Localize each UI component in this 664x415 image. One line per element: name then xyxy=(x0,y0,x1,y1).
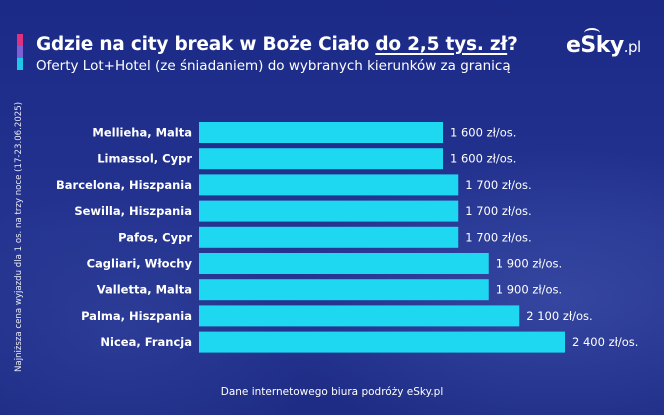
value-label-0: 1 600 zł/os. xyxy=(450,126,516,140)
accent-segment-2 xyxy=(17,46,23,58)
logo-tld: .pl xyxy=(623,38,641,56)
bar-0 xyxy=(199,122,443,143)
value-label-3: 1 700 zł/os. xyxy=(465,204,531,218)
chart-title: Gdzie na city break w Boże Ciało do 2,5 … xyxy=(36,34,518,55)
bar-7 xyxy=(199,305,520,327)
chart-subtitle: Oferty Lot+Hotel (ze śniadaniem) do wybr… xyxy=(36,58,511,74)
category-label-3: Sewilla, Hiszpania xyxy=(74,204,192,218)
value-label-1: 1 600 zł/os. xyxy=(450,152,516,166)
title-highlight: do 2,5 tys. zł xyxy=(375,34,508,55)
value-label-8: 2 400 zł/os. xyxy=(572,335,638,349)
value-label-2: 1 700 zł/os. xyxy=(465,178,531,192)
bar-8 xyxy=(199,331,565,353)
accent-segment-1 xyxy=(17,34,23,46)
accent-segment-3 xyxy=(17,58,23,70)
category-label-5: Cagliari, Włochy xyxy=(87,257,193,271)
category-label-8: Nicea, Francja xyxy=(100,335,192,349)
value-label-7: 2 100 zł/os. xyxy=(526,309,592,323)
bar-3 xyxy=(199,200,459,222)
esky-logo: eSky.pl xyxy=(566,28,641,58)
source-note: Dane internetowego biura podróży eSky.pl xyxy=(220,386,444,398)
category-label-1: Limassol, Cypr xyxy=(97,152,192,166)
title-main: Gdzie na city break w Boże Ciało xyxy=(36,34,376,55)
title-accent-bar xyxy=(17,34,23,70)
value-label-4: 1 700 zł/os. xyxy=(465,230,531,244)
bar-6 xyxy=(199,279,489,301)
bar-1 xyxy=(199,148,443,170)
category-label-6: Valletta, Malta xyxy=(97,283,192,297)
value-label-5: 1 900 zł/os. xyxy=(496,257,562,271)
bar-5 xyxy=(199,253,489,274)
category-label-7: Palma, Hiszpania xyxy=(81,309,192,323)
category-label-2: Barcelona, Hiszpania xyxy=(56,178,192,192)
category-label-4: Pafos, Cypr xyxy=(118,230,192,244)
bar-2 xyxy=(199,174,459,196)
logo-swoosh-icon xyxy=(584,28,600,38)
title-end: ? xyxy=(507,34,518,55)
category-label-0: Mellieha, Malta xyxy=(92,126,192,140)
value-label-6: 1 900 zł/os. xyxy=(496,283,562,297)
bar-4 xyxy=(199,226,459,248)
